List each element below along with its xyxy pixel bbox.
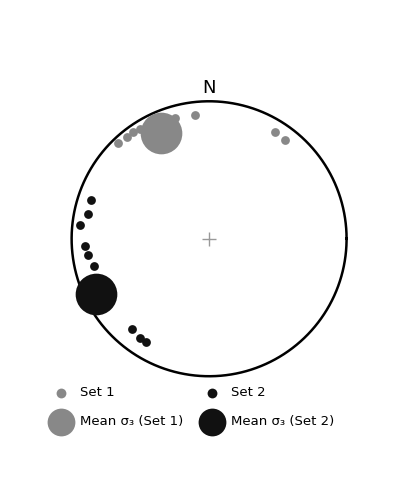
Point <box>171 114 178 122</box>
Point <box>137 334 144 342</box>
Point <box>192 111 199 119</box>
Point <box>272 128 278 136</box>
Point <box>85 251 91 259</box>
Point <box>58 388 64 396</box>
Point <box>93 290 100 298</box>
Point <box>96 276 102 284</box>
Point <box>93 298 100 306</box>
Point <box>164 142 171 150</box>
Point <box>99 290 105 298</box>
Point <box>208 418 215 426</box>
Text: Mean σ₃ (Set 2): Mean σ₃ (Set 2) <box>231 415 334 428</box>
Text: Mean σ₃ (Set 1): Mean σ₃ (Set 1) <box>80 415 183 428</box>
Point <box>208 388 215 396</box>
Point <box>77 221 83 229</box>
Text: N: N <box>202 78 216 96</box>
Point <box>90 262 97 270</box>
Point <box>58 418 64 426</box>
Point <box>130 128 137 136</box>
Point <box>115 138 122 146</box>
Point <box>158 129 164 137</box>
Point <box>137 125 144 133</box>
Point <box>82 242 89 250</box>
Point <box>143 338 149 346</box>
Point <box>151 120 157 128</box>
Point <box>129 326 135 334</box>
Text: Set 2: Set 2 <box>231 386 266 399</box>
Point <box>85 210 91 218</box>
Point <box>123 133 130 141</box>
Point <box>88 196 94 204</box>
Text: Set 1: Set 1 <box>80 386 115 399</box>
Point <box>282 136 288 144</box>
